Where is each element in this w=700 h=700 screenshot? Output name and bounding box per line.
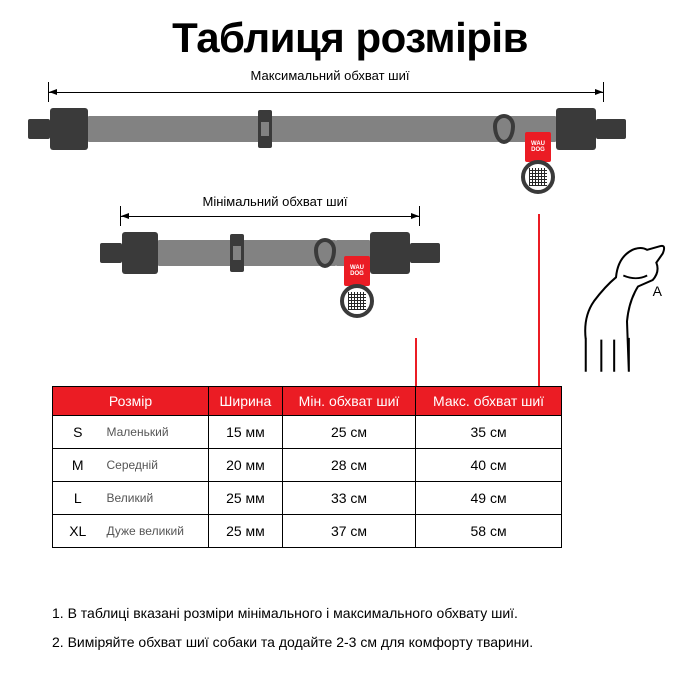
cell: M <box>53 449 99 482</box>
cell: 25 см <box>282 416 415 449</box>
cell: 49 см <box>416 482 562 515</box>
max-neck-label: Максимальний обхват шиї <box>210 68 450 83</box>
cell: 15 мм <box>209 416 283 449</box>
cell: S <box>53 416 99 449</box>
note-2: 2. Виміряйте обхват шиї собаки та додайт… <box>52 629 660 656</box>
cell: Середній <box>99 449 209 482</box>
qr-tag-short: WAU DOG <box>340 256 374 318</box>
table-row: S Маленький 15 мм 25 см 35 см <box>53 416 562 449</box>
cell: 20 мм <box>209 449 283 482</box>
cell: 25 мм <box>209 482 283 515</box>
cell: XL <box>53 515 99 548</box>
dog-point-label: A <box>653 283 662 299</box>
cell: 40 см <box>416 449 562 482</box>
brand-tag: WAU DOG <box>525 132 551 162</box>
note-1: 1. В таблиці вказані розміри мінімальног… <box>52 600 660 627</box>
th-min: Мін. обхват шиї <box>282 387 415 416</box>
cell: 25 мм <box>209 515 283 548</box>
min-dim-line <box>120 216 420 217</box>
max-dim-line <box>48 92 604 93</box>
qr-icon <box>521 160 555 194</box>
table-row: L Великий 25 мм 33 см 49 см <box>53 482 562 515</box>
collar-long: WAU DOG <box>28 108 626 150</box>
cell: Дуже великий <box>99 515 209 548</box>
cell: 35 см <box>416 416 562 449</box>
collar-diagram-area: Максимальний обхват шиї WAU DOG A Мініма… <box>0 68 700 368</box>
cell: 58 см <box>416 515 562 548</box>
pointer-max <box>538 214 540 394</box>
table-row: XL Дуже великий 25 мм 37 см 58 см <box>53 515 562 548</box>
th-size: Розмір <box>53 387 209 416</box>
min-neck-label: Мінімальний обхват шиї <box>165 194 385 209</box>
cell: Великий <box>99 482 209 515</box>
qr-tag-long: WAU DOG <box>521 132 555 194</box>
qr-icon <box>340 284 374 318</box>
cell: 37 см <box>282 515 415 548</box>
collar-short: WAU DOG <box>100 232 442 274</box>
dog-silhouette <box>572 228 682 378</box>
notes: 1. В таблиці вказані розміри мінімальног… <box>52 600 660 657</box>
th-width: Ширина <box>209 387 283 416</box>
page-title: Таблиця розмірів <box>0 0 700 62</box>
cell: L <box>53 482 99 515</box>
cell: 33 см <box>282 482 415 515</box>
table-row: M Середній 20 мм 28 см 40 см <box>53 449 562 482</box>
size-table: Розмір Ширина Мін. обхват шиї Макс. обхв… <box>52 386 562 548</box>
th-max: Макс. обхват шиї <box>416 387 562 416</box>
cell: Маленький <box>99 416 209 449</box>
brand-tag: WAU DOG <box>344 256 370 286</box>
cell: 28 см <box>282 449 415 482</box>
